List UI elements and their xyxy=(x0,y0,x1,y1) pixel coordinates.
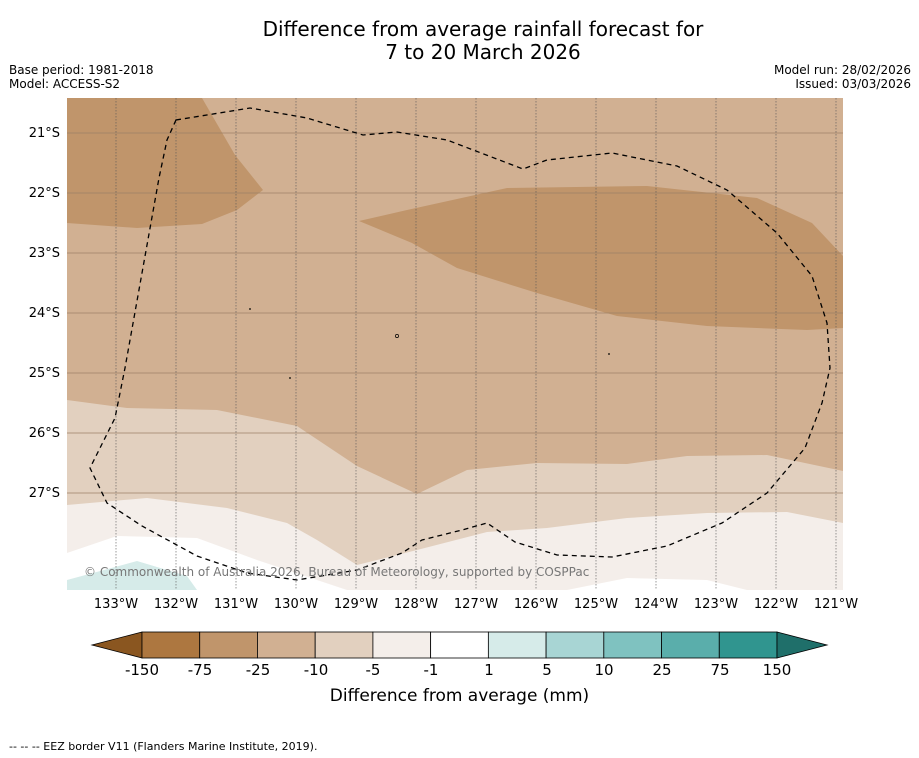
lon-label-125w: 125°W xyxy=(573,597,619,612)
colorbar-cell xyxy=(718,631,778,659)
lon-label-122w: 122°W xyxy=(753,597,799,612)
colorbar-cell xyxy=(603,631,662,659)
colorbar-cell xyxy=(661,631,720,659)
cbar-tick-label: 1 xyxy=(484,661,494,679)
issued-date: Issued: 03/03/2026 xyxy=(795,77,911,91)
colorbar-cell xyxy=(372,631,432,659)
lat-label-21s: 21°S xyxy=(28,126,60,141)
longitude-gridlines xyxy=(115,98,837,590)
model-name: Model: ACCESS-S2 xyxy=(9,77,121,91)
island-marker xyxy=(289,377,291,379)
lat-label-24s: 24°S xyxy=(28,306,60,321)
cbar-tick-label: -25 xyxy=(245,661,271,679)
lon-label-127w: 127°W xyxy=(453,597,499,612)
wet-region xyxy=(67,561,197,590)
island-marker xyxy=(395,334,399,338)
near-average-patch-east xyxy=(567,578,747,590)
lat-label-26s: 26°S xyxy=(28,426,60,441)
cbar-tick-label: -75 xyxy=(187,661,213,679)
lon-label-132w: 132°W xyxy=(153,597,199,612)
cbar-tick-label: -150 xyxy=(124,661,160,679)
title-line-1: Difference from average rainfall forecas… xyxy=(262,17,704,41)
colorbar-cell xyxy=(314,631,374,659)
lon-label-124w: 124°W xyxy=(633,597,679,612)
island-marker xyxy=(249,308,251,310)
title-line-2: 7 to 20 March 2026 xyxy=(385,40,581,64)
lon-label-130w: 130°W xyxy=(273,597,319,612)
cbar-tick-label: 75 xyxy=(710,661,730,679)
cbar-tick-label: -5 xyxy=(365,661,381,679)
lon-label-121w: 121°W xyxy=(813,597,859,612)
eez-border xyxy=(89,107,831,581)
colorbar-cell xyxy=(487,631,547,659)
copyright-notice: © Commonwealth of Australia 2026, Bureau… xyxy=(84,565,590,579)
model-run: Model run: 28/02/2026 xyxy=(773,63,911,77)
colorbar-cell xyxy=(545,631,605,659)
info-right: Model run: 28/02/2026 Issued: 03/03/2026 xyxy=(774,63,911,91)
lon-label-129w: 129°W xyxy=(333,597,379,612)
colorbar-low-extension xyxy=(90,631,143,659)
rainfall-map xyxy=(67,98,843,590)
colorbar-label: Difference from average (mm) xyxy=(329,686,590,706)
cbar-tick-label: 25 xyxy=(652,661,672,679)
colorbar-cell xyxy=(430,631,489,659)
cbar-tick-label: -1 xyxy=(423,661,439,679)
lat-label-25s: 25°S xyxy=(28,366,60,381)
lon-label-123w: 123°W xyxy=(693,597,739,612)
eez-legend-note: -- -- -- EEZ border V11 (Flanders Marine… xyxy=(9,740,318,753)
lon-label-126w: 126°W xyxy=(513,597,559,612)
colorbar-cell xyxy=(257,631,316,659)
lat-label-23s: 23°S xyxy=(28,246,60,261)
info-left: Base period: 1981-2018 Model: ACCESS-S2 xyxy=(9,63,154,91)
dry-region-west xyxy=(67,98,263,228)
lat-label-22s: 22°S xyxy=(28,186,60,201)
chart-title: Difference from average rainfall forecas… xyxy=(0,18,919,64)
colorbar-high-extension xyxy=(776,631,829,659)
colorbar-cell xyxy=(141,631,201,659)
cbar-tick-label: 5 xyxy=(542,661,552,679)
lon-label-128w: 128°W xyxy=(393,597,439,612)
lon-label-133w: 133°W xyxy=(93,597,139,612)
cbar-tick-label: -10 xyxy=(303,661,329,679)
cbar-tick-label: 150 xyxy=(762,661,792,679)
cbar-tick-label: 10 xyxy=(594,661,614,679)
colorbar-cell xyxy=(199,631,258,659)
colorbar xyxy=(90,631,829,659)
base-period: Base period: 1981-2018 xyxy=(9,63,154,77)
dry-region-east xyxy=(359,186,843,330)
lat-label-27s: 27°S xyxy=(28,486,60,501)
lon-label-131w: 131°W xyxy=(213,597,259,612)
latitude-gridlines xyxy=(67,132,843,494)
island-marker xyxy=(608,353,610,355)
